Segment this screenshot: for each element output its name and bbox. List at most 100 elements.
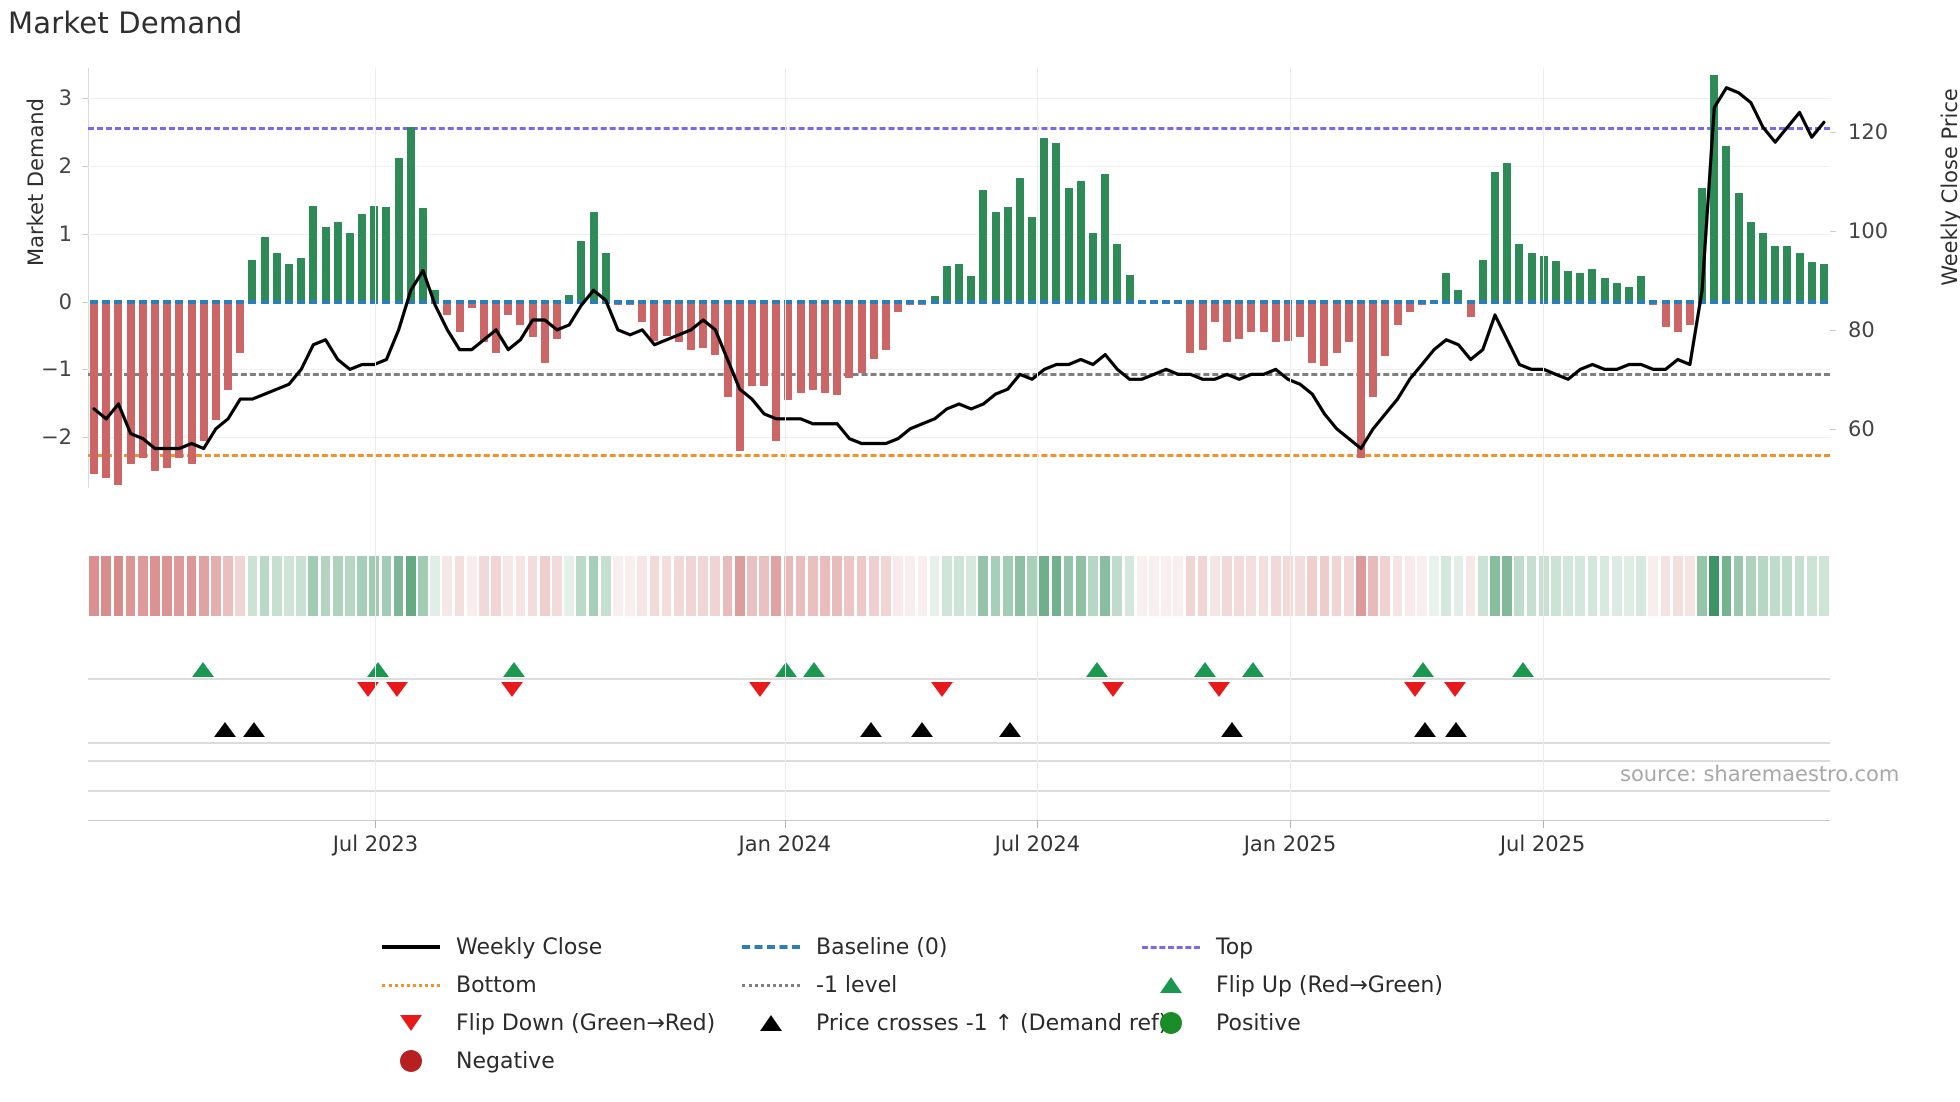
baseline-segment	[1137, 299, 1146, 304]
baseline-segment	[1551, 299, 1560, 304]
legend-item[interactable]: Flip Up (Red→Green)	[1140, 973, 1540, 998]
x-tick-mark	[375, 820, 377, 828]
baseline-segment	[1649, 299, 1658, 304]
demand-bar	[686, 301, 695, 351]
legend-item[interactable]: -1 level	[740, 973, 1140, 998]
legend-item[interactable]: Negative	[380, 1049, 740, 1074]
heatmap-cell	[259, 556, 270, 616]
legend-symbol	[380, 935, 442, 959]
baseline-segment	[1442, 299, 1451, 304]
y-axis-left-tick-label: 2	[58, 154, 72, 179]
heatmap-cell	[710, 556, 721, 616]
heatmap-cell	[1368, 556, 1379, 616]
main-plot-area	[82, 68, 1836, 488]
heatmap-cell	[1051, 556, 1062, 616]
baseline-segment	[1783, 299, 1792, 304]
baseline-segment	[1819, 299, 1828, 304]
demand-bar	[1746, 221, 1755, 302]
demand-bar	[1454, 289, 1463, 302]
baseline-segment	[711, 299, 720, 304]
x-axis-tick-label: Jul 2024	[994, 832, 1081, 856]
heatmap-cell	[1806, 556, 1817, 616]
baseline-segment	[138, 299, 147, 304]
legend-item[interactable]: Positive	[1140, 1011, 1540, 1036]
heatmap-cell	[1283, 556, 1293, 616]
heatmap-cell	[795, 556, 806, 616]
baseline-segment	[1539, 299, 1548, 304]
top-reference-line	[88, 126, 1830, 130]
heatmap-cell	[125, 556, 136, 616]
demand-bar	[333, 221, 342, 302]
heatmap-cell	[1563, 556, 1573, 616]
heatmap-cell	[1343, 556, 1354, 616]
baseline-segment	[1101, 299, 1110, 304]
baseline-segment	[1454, 299, 1463, 304]
demand-bar	[1015, 178, 1024, 302]
legend-item[interactable]: Weekly Close	[380, 935, 740, 960]
baseline-segment	[370, 299, 379, 304]
demand-bar	[492, 301, 501, 353]
demand-bar	[1576, 273, 1585, 302]
demand-bar	[345, 232, 354, 302]
legend-item[interactable]: Flip Down (Green→Red)	[380, 1011, 740, 1036]
demand-bar	[881, 301, 890, 351]
heatmap-cell	[1222, 556, 1232, 616]
heatmap-cell	[186, 556, 197, 616]
heatmap-cell	[1465, 556, 1476, 616]
baseline-segment	[686, 299, 695, 304]
gridline-x	[1542, 68, 1544, 820]
baseline-segment	[589, 299, 598, 304]
legend-item[interactable]: Baseline (0)	[740, 935, 1140, 960]
baseline-segment	[1637, 299, 1646, 304]
legend-item[interactable]: Price crosses -1 ↑ (Demand ref)	[740, 1011, 1167, 1036]
baseline-segment	[1271, 299, 1280, 304]
flip-marker-panel	[88, 640, 1830, 700]
demand-bar	[1332, 301, 1341, 353]
baseline-segment	[930, 299, 939, 304]
baseline-segment	[857, 299, 866, 304]
x-tick-mark	[1542, 820, 1544, 828]
heatmap-cell	[1039, 556, 1050, 616]
heatmap-cell	[1319, 556, 1330, 616]
baseline-segment	[1064, 299, 1073, 304]
heatmap-cell	[113, 556, 124, 616]
baseline-segment	[272, 299, 281, 304]
baseline-segment	[1174, 299, 1183, 304]
demand-bar	[1198, 301, 1207, 351]
y-tick-mark-right	[1830, 428, 1836, 430]
baseline-segment	[760, 299, 769, 304]
bottom-reference-line	[88, 454, 1830, 458]
baseline-segment	[284, 299, 293, 304]
demand-bar	[138, 301, 147, 458]
demand-bar	[1758, 232, 1767, 302]
baseline-segment	[1417, 299, 1426, 304]
demand-bar	[954, 264, 963, 302]
heatmap-cell	[588, 556, 599, 616]
demand-bar	[540, 301, 549, 363]
legend-item[interactable]: Top	[1140, 935, 1540, 960]
negative-dot-icon	[400, 1050, 422, 1072]
heatmap-cell	[1660, 556, 1671, 616]
flip-up-marker	[1241, 662, 1264, 677]
flip-down-marker	[356, 682, 379, 697]
demand-bar	[1673, 301, 1682, 333]
baseline-segment	[747, 299, 756, 304]
heatmap-cell	[89, 556, 99, 616]
heatmap-cell	[1380, 556, 1391, 616]
demand-bar	[126, 301, 135, 465]
x-axis-tick-label: Jan 2024	[738, 832, 832, 856]
demand-bar	[455, 301, 464, 333]
heatmap-cell	[1124, 556, 1135, 616]
legend-item[interactable]: Bottom	[380, 973, 740, 998]
heatmap-cell	[564, 556, 575, 616]
demand-bar	[1040, 137, 1049, 302]
heatmap-cell	[1770, 556, 1781, 616]
y-axis-right-label: Weekly Close Price	[1938, 88, 1960, 286]
baseline-segment	[991, 299, 1000, 304]
demand-bar	[699, 301, 708, 348]
demand-bar	[1527, 252, 1536, 302]
baseline-segment	[808, 299, 817, 304]
price-cross-marker	[243, 722, 266, 737]
baseline-segment	[236, 299, 245, 304]
lower-divider-1	[88, 760, 1830, 762]
